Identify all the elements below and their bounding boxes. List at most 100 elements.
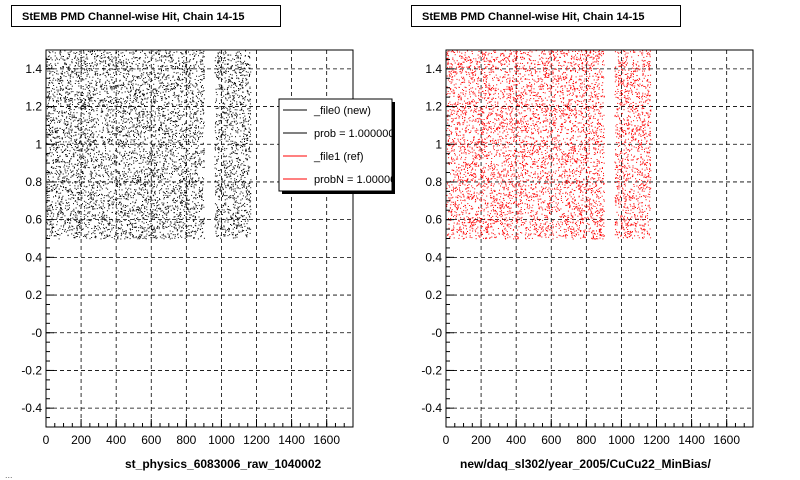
data-point: [139, 148, 140, 150]
data-point: [49, 207, 51, 209]
data-point: [74, 56, 76, 58]
data-point: [134, 193, 136, 195]
data-point: [186, 61, 188, 63]
data-point: [67, 155, 68, 157]
data-point: [120, 112, 122, 114]
data-point: [139, 114, 141, 116]
data-point: [127, 225, 129, 227]
data-point: [175, 187, 177, 188]
data-point: [46, 132, 48, 134]
data-point: [184, 172, 186, 174]
data-point: [172, 231, 174, 233]
data-point: [103, 215, 105, 217]
data-point: [149, 173, 151, 175]
data-point: [117, 98, 119, 100]
data-point: [142, 74, 144, 76]
data-point: [190, 135, 192, 137]
data-point: [127, 171, 129, 173]
data-point: [100, 58, 102, 59]
data-point: [100, 74, 102, 76]
data-point: [185, 192, 187, 193]
data-point: [124, 213, 125, 215]
data-point: [203, 217, 205, 219]
data-point: [156, 108, 158, 109]
data-point: [90, 189, 92, 191]
data-point: [58, 181, 60, 183]
data-point: [147, 203, 149, 205]
data-point: [157, 201, 158, 203]
data-point: [145, 81, 147, 83]
data-point: [77, 159, 78, 161]
data-point: [74, 125, 76, 127]
data-point: [138, 120, 140, 121]
data-point: [151, 152, 153, 154]
data-point: [140, 169, 142, 171]
data-point: [50, 90, 52, 92]
data-point: [195, 230, 197, 232]
data-point: [95, 145, 97, 147]
data-point: [93, 184, 95, 186]
data-point: [95, 89, 97, 91]
data-point: [94, 217, 96, 219]
data-point: [83, 101, 85, 103]
data-point: [124, 145, 126, 147]
data-point: [116, 150, 118, 152]
data-point: [80, 55, 82, 57]
data-point: [153, 83, 155, 85]
data-point: [92, 194, 94, 196]
data-point: [109, 221, 111, 223]
data-point: [194, 165, 196, 167]
data-point: [140, 184, 141, 186]
data-point: [173, 226, 175, 228]
data-point: [194, 134, 196, 135]
data-point: [119, 179, 120, 181]
data-point: [161, 99, 163, 101]
data-point: [62, 212, 64, 214]
data-point: [154, 143, 156, 145]
data-point: [119, 111, 121, 112]
data-point: [188, 183, 190, 185]
data-point: [197, 174, 198, 176]
data-point: [105, 187, 107, 189]
data-point: [180, 165, 182, 166]
data-point: [127, 189, 129, 191]
data-point: [158, 112, 160, 114]
data-point: [61, 182, 63, 184]
data-point: [144, 105, 145, 107]
data-point: [190, 120, 192, 122]
data-point: [184, 66, 186, 68]
data-point: [192, 135, 194, 137]
data-point: [89, 76, 91, 78]
data-point: [176, 156, 178, 157]
data-point: [132, 77, 134, 79]
data-point: [96, 114, 98, 116]
data-point: [156, 145, 158, 147]
data-point: [64, 119, 65, 121]
data-point: [192, 99, 194, 101]
data-point: [148, 89, 150, 90]
data-point: [104, 156, 106, 158]
data-point: [131, 80, 133, 82]
data-point: [177, 84, 179, 85]
data-point: [159, 220, 161, 222]
data-point: [95, 59, 97, 61]
data-point: [85, 100, 87, 101]
data-point: [82, 164, 84, 165]
data-point: [202, 219, 204, 221]
data-point: [50, 223, 52, 225]
data-point: [111, 102, 112, 104]
data-point: [180, 216, 181, 218]
data-point: [84, 141, 86, 143]
data-point: [86, 237, 88, 239]
data-point: [123, 109, 125, 111]
data-point: [167, 119, 169, 120]
data-point: [182, 53, 184, 55]
data-point: [54, 59, 56, 61]
data-point: [137, 95, 138, 96]
data-point: [181, 200, 183, 202]
data-point: [69, 103, 71, 105]
data-point: [108, 203, 110, 205]
data-point: [161, 185, 163, 187]
data-point: [67, 205, 69, 207]
data-point: [102, 205, 104, 207]
